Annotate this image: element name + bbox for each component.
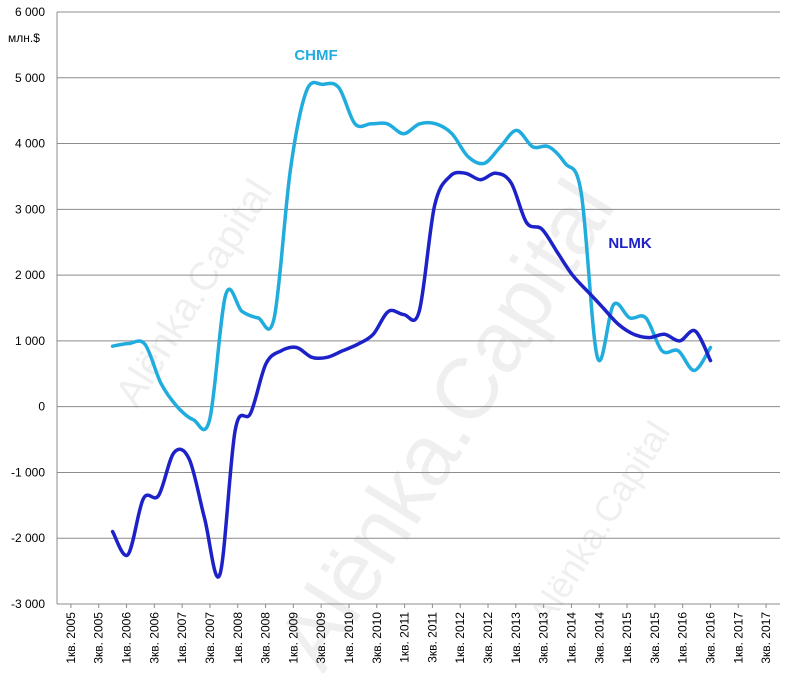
y-tick-label: 6 000 xyxy=(15,5,45,19)
y-tick-label: 5 000 xyxy=(15,71,45,85)
x-tick-label: 1кв. 2011 xyxy=(398,612,412,663)
y-tick-label: 0 xyxy=(38,400,45,414)
chmf-series-label: CHMF xyxy=(294,47,337,64)
x-tick-label: 3кв. 2015 xyxy=(648,612,662,664)
x-tick-label: 3кв. 2011 xyxy=(425,612,439,663)
x-tick-label: 1кв. 2013 xyxy=(509,612,523,664)
watermark-text: Alёnka.Capital xyxy=(107,172,281,414)
y-unit-label: млн.$ xyxy=(8,31,40,45)
x-tick-label: 3кв. 2014 xyxy=(592,612,606,664)
x-tick-label: 3кв. 2010 xyxy=(370,612,384,664)
nlmk-series-line xyxy=(110,170,713,579)
x-tick-label: 3кв. 2008 xyxy=(259,612,273,664)
x-tick-label: 3кв. 2012 xyxy=(481,612,495,664)
y-tick-label: -1 000 xyxy=(11,465,45,479)
x-tick-label: 1кв. 2009 xyxy=(286,612,300,664)
watermark-text: Alёnka.Capital xyxy=(521,414,679,633)
y-axis: 6 000 5 000 4 000 3 000 2 000 1 000 0 -1 000 -2 … xyxy=(11,5,58,611)
x-axis: 1кв. 2005 3кв. 2005 1кв. 2006 3кв. 2006 1кв.… xyxy=(64,604,773,664)
y-tick-label: 2 000 xyxy=(15,268,45,282)
x-tick-label: 1кв. 2012 xyxy=(453,612,467,664)
x-tick-label: 1кв. 2015 xyxy=(620,612,634,664)
nlmk-series-label: NLMK xyxy=(608,235,651,252)
series-group: CHMF NLMK xyxy=(110,47,713,579)
y-tick-label: -3 000 xyxy=(11,597,45,611)
gridlines xyxy=(57,11,780,605)
x-tick-label: 1кв. 2014 xyxy=(564,612,578,664)
x-tick-label: 1кв. 2017 xyxy=(731,612,745,664)
x-tick-label: 1кв. 2006 xyxy=(120,612,134,664)
chmf-series-line xyxy=(110,80,713,432)
x-tick-label: 3кв. 2009 xyxy=(314,612,328,664)
x-tick-label: 1кв. 2007 xyxy=(175,612,189,664)
x-tick-label: 1кв. 2010 xyxy=(342,612,356,664)
x-tick-label: 3кв. 2007 xyxy=(203,612,217,664)
y-tick-label: 1 000 xyxy=(15,334,45,348)
x-tick-label: 1кв. 2016 xyxy=(676,612,690,664)
x-tick-label: 3кв. 2016 xyxy=(703,612,717,664)
y-tick-label: 4 000 xyxy=(15,137,45,151)
x-tick-label: 3кв. 2006 xyxy=(147,612,161,664)
x-tick-label: 1кв. 2008 xyxy=(231,612,245,664)
x-tick-label: 1кв. 2005 xyxy=(64,612,78,664)
x-tick-label: 3кв. 2017 xyxy=(759,612,773,664)
x-tick-label: 3кв. 2005 xyxy=(92,612,106,664)
x-tick-label: 3кв. 2013 xyxy=(537,612,551,664)
y-tick-label: 3 000 xyxy=(15,202,45,216)
y-tick-label: -2 000 xyxy=(11,531,45,545)
